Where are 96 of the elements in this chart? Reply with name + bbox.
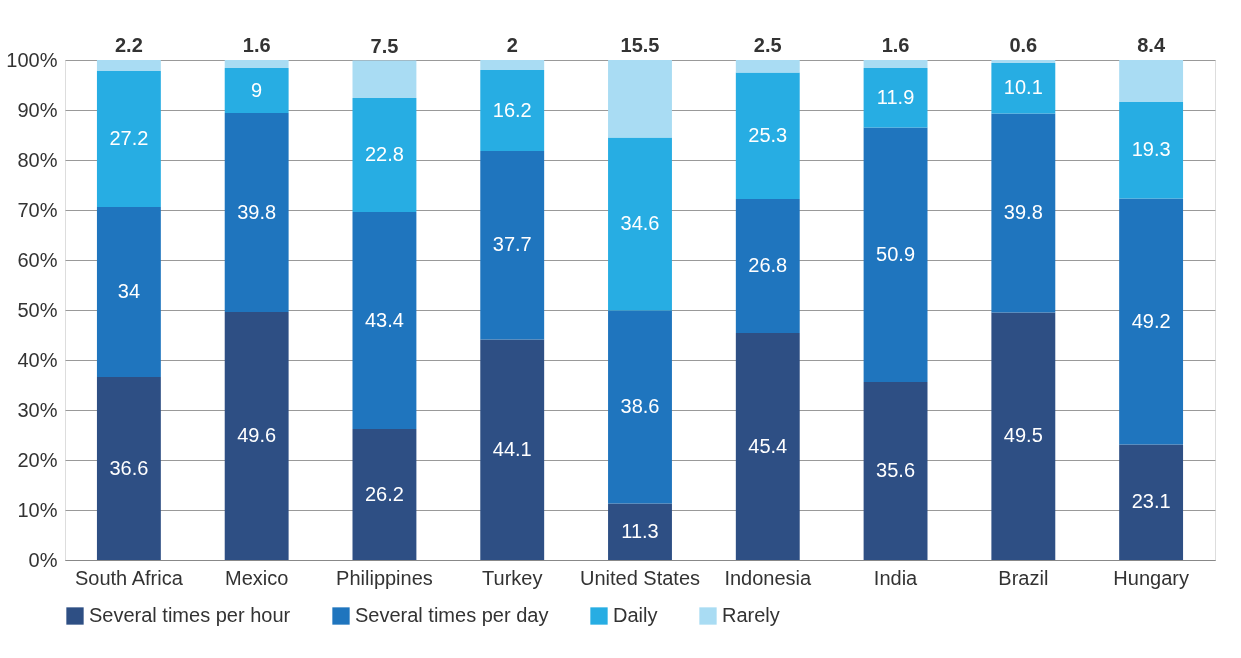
y-tick-label: 20% (17, 448, 58, 471)
data-label: 2.2 (114, 34, 143, 56)
y-tick-label: 60% (17, 248, 58, 271)
data-label: 49.5 (1003, 424, 1043, 447)
bar (608, 310, 672, 504)
data-label: 9 (251, 78, 263, 101)
data-label: 7.5 (370, 34, 399, 57)
y-tick-label: 100% (6, 48, 58, 71)
data-label: 22.8 (364, 143, 404, 165)
data-label: 38.6 (620, 395, 660, 417)
data-label: 2 (506, 34, 518, 56)
bar (352, 212, 417, 429)
y-tick-label: 10% (17, 498, 58, 521)
data-label: 44.1 (492, 437, 532, 460)
legend-label: Several times per day (355, 604, 549, 626)
x-tick-label: Turkey (482, 566, 543, 589)
bar (1119, 60, 1184, 102)
bar (863, 68, 928, 128)
bar (608, 503, 672, 560)
x-tick-label: United States (579, 566, 701, 589)
y-tick-label: 70% (17, 198, 58, 221)
legend-label: Rarely (722, 604, 780, 626)
bar (224, 68, 289, 113)
bar (480, 60, 545, 70)
y-tick-label: 80% (17, 148, 58, 171)
data-label: 26.2 (364, 482, 404, 505)
data-label: 8.4 (1137, 34, 1166, 56)
legend-label: Daily (613, 604, 658, 626)
bar (608, 60, 672, 138)
bar (96, 377, 161, 560)
bar (1119, 102, 1184, 199)
bar (480, 339, 545, 560)
bar (352, 98, 417, 212)
x-tick-label: India (873, 566, 919, 589)
data-label: 26.8 (748, 254, 788, 276)
x-tick-label: Indonesia (724, 566, 813, 589)
data-label: 11.9 (876, 85, 915, 108)
bar (991, 113, 1056, 313)
bar (863, 127, 928, 382)
data-label: 1.6 (242, 34, 271, 56)
bar (352, 429, 417, 560)
data-label: 35.6 (876, 459, 916, 481)
data-label: 50.9 (876, 242, 916, 265)
data-label: 45.4 (748, 434, 788, 457)
bar (480, 151, 545, 340)
y-tick-label: 90% (17, 98, 58, 121)
x-tick-label: Hungary (1113, 566, 1189, 589)
bar (224, 60, 289, 68)
bar (735, 72, 800, 199)
data-label: 23.1 (1131, 490, 1171, 513)
y-tick-label: 0% (28, 548, 58, 571)
x-tick-label: South Africa (74, 566, 184, 589)
data-label: 25.3 (748, 123, 788, 146)
data-label: 19.3 (1131, 138, 1171, 161)
data-label: 49.6 (237, 424, 277, 446)
bar (96, 71, 161, 207)
bar (224, 312, 289, 560)
data-label: 34 (117, 280, 141, 302)
bar (480, 70, 545, 151)
bar (608, 137, 672, 311)
bar (224, 113, 289, 312)
x-tick-label: Mexico (224, 566, 289, 589)
x-tick-label: Brazil (998, 566, 1049, 589)
data-label: 39.8 (237, 200, 277, 223)
bar (863, 60, 928, 68)
data-label: 11.3 (621, 519, 659, 542)
data-label: 1.6 (881, 34, 910, 56)
y-tick-label: 50% (17, 298, 58, 321)
bar (1119, 198, 1184, 445)
data-label: 15.5 (620, 34, 660, 56)
data-label: 27.2 (109, 127, 149, 149)
data-label: 34.6 (620, 212, 660, 234)
y-tick-label: 40% (17, 348, 58, 371)
bar (991, 312, 1056, 560)
bar (735, 60, 800, 73)
data-label: 36.6 (109, 456, 149, 479)
data-label: 43.4 (364, 308, 404, 331)
data-label: 0.6 (1009, 34, 1038, 56)
bar (991, 60, 1056, 63)
data-label: 37.7 (492, 233, 532, 256)
bar (735, 333, 800, 560)
bar (1119, 444, 1184, 560)
y-tick-label: 30% (17, 398, 58, 421)
bar (735, 199, 800, 333)
bar (352, 60, 417, 98)
data-label: 10.1 (1003, 76, 1043, 99)
data-label: 49.2 (1131, 309, 1171, 332)
data-label: 16.2 (492, 98, 532, 121)
data-label: 39.8 (1003, 201, 1043, 223)
bar (863, 382, 928, 560)
legend-label: Several times per hour (89, 604, 291, 626)
bar (991, 63, 1056, 114)
bar (96, 207, 161, 377)
x-tick-label: Philippines (336, 566, 433, 589)
data-label: 2.5 (753, 34, 782, 56)
bar (96, 60, 161, 71)
